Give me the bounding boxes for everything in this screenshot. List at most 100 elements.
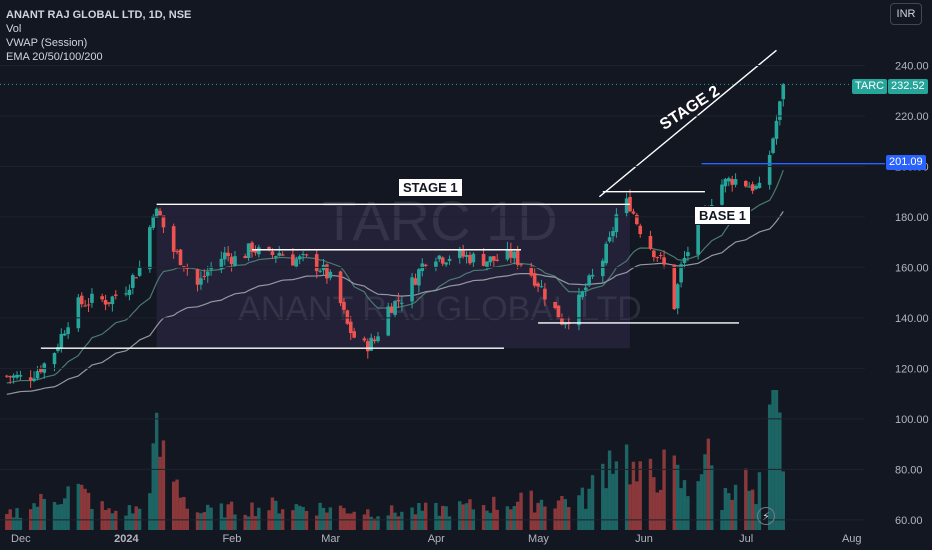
volume-bar [233, 514, 237, 530]
volume-bar [243, 514, 247, 530]
candle-body [440, 257, 445, 264]
candle-body [515, 250, 520, 265]
volume-bar [604, 488, 608, 530]
candle-body [253, 249, 258, 253]
candle-body [5, 375, 9, 377]
candle-body [529, 266, 534, 276]
volume-bar [505, 506, 510, 530]
volume-bar [658, 489, 663, 530]
volume-bar [417, 502, 421, 530]
currency-button[interactable]: INR [890, 3, 922, 25]
volume-bar [171, 481, 176, 530]
volume-bar [577, 495, 581, 530]
volume-bar [400, 511, 404, 530]
candle-body [314, 254, 319, 272]
candle-body [682, 257, 687, 263]
candle-body [457, 249, 462, 259]
watermark-subtext: ANANT RAJ GLOBAL LTD [238, 290, 642, 328]
candle-body [267, 246, 271, 251]
candle-body [686, 252, 690, 256]
volume-bar [42, 498, 46, 530]
candle-body [199, 278, 203, 285]
volume-bar [532, 512, 537, 530]
candle-body [434, 261, 438, 268]
volume-bar [563, 499, 568, 530]
x-tick-label: Feb [222, 533, 241, 545]
candle-body [365, 341, 370, 352]
volume-bar [5, 514, 9, 530]
x-tick-label: Apr [428, 533, 445, 545]
y-tick-label: 220.00 [895, 111, 929, 123]
candle-body [161, 215, 166, 228]
candle-body [754, 185, 758, 189]
candle-body [778, 101, 782, 120]
volume-bar [114, 510, 118, 530]
candle-body [369, 337, 374, 351]
volume-bar [437, 515, 442, 530]
flash-icon[interactable]: ⚡ [757, 507, 775, 525]
candle-body [532, 273, 537, 286]
stage1-label: STAGE 1 [398, 178, 463, 197]
volume-bar [223, 517, 227, 530]
x-tick-label: May [528, 533, 549, 545]
volume-bar [682, 480, 687, 530]
volume-bar [529, 490, 533, 530]
x-tick-label: 2024 [114, 533, 139, 545]
candle-body [393, 300, 397, 315]
volume-bar [723, 487, 728, 530]
volume-bar [444, 506, 448, 530]
volume-bar [556, 500, 561, 530]
volume-bar [754, 504, 758, 530]
time-axis[interactable]: Dec 2024 Feb Mar Apr May Jun Jul Aug [11, 533, 862, 545]
y-tick-label: 100.00 [895, 414, 929, 426]
volume-bar [63, 498, 67, 530]
watermark-text: TARC 1D [322, 189, 557, 252]
candle-body [587, 275, 591, 286]
candle-body [512, 251, 517, 259]
legend-title: ANANT RAJ GLOBAL LTD, 1D, NSE [6, 9, 192, 21]
drawn-lines [0, 49, 885, 349]
candle-body [583, 287, 588, 291]
candle-body [635, 214, 639, 225]
ema-line [6, 211, 784, 395]
candle-body [243, 256, 247, 259]
candle-body [178, 249, 183, 265]
volume-bar [107, 508, 111, 530]
volume-bar [274, 500, 278, 530]
candle-body [297, 256, 302, 260]
candle-body [131, 275, 135, 288]
candle-body [679, 264, 683, 283]
volume-bar [447, 516, 452, 530]
volume-bar [413, 514, 418, 530]
candle-body [696, 221, 700, 255]
volume-bar [553, 508, 557, 530]
volume-bar [423, 502, 428, 530]
volume-bar [631, 461, 636, 530]
volume-bar [56, 504, 60, 530]
candle-body [83, 305, 87, 307]
volume-bar [771, 390, 775, 530]
candle-body [386, 306, 391, 336]
candle-body [757, 182, 762, 189]
volume-bar [175, 479, 179, 530]
base1-label: BASE 1 [694, 206, 751, 225]
candle-body [280, 254, 285, 256]
volume-bar [461, 504, 465, 530]
candle-body [270, 251, 275, 256]
volume-bar [652, 477, 656, 530]
candle-body [148, 227, 152, 270]
volume-bar [226, 504, 230, 530]
volume-bar [376, 516, 380, 530]
candle-body [464, 254, 469, 257]
candle-body [488, 256, 493, 263]
candle-body [127, 289, 132, 296]
price-axis[interactable]: 60.00 80.00 100.00 120.00 140.00 160.00 180.00… [0, 60, 929, 527]
volume-bar [345, 513, 350, 530]
y-tick-label: 80.00 [895, 464, 923, 476]
candle-body [655, 257, 660, 259]
x-tick-label: Aug [842, 533, 862, 545]
candle-body [205, 271, 210, 276]
volume-bar [580, 487, 585, 530]
candle-body [8, 376, 13, 378]
